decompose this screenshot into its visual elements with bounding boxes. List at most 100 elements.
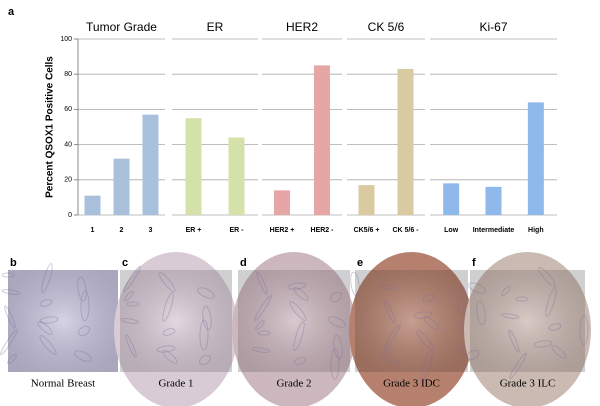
tissue-shade xyxy=(238,270,350,372)
tissue-detail xyxy=(501,285,511,297)
tissue-detail xyxy=(126,301,140,307)
tissue-detail xyxy=(156,345,176,353)
tissue-detail xyxy=(158,272,176,292)
tissue-detail xyxy=(293,357,307,365)
tissue-detail xyxy=(545,287,557,317)
tissue-detail xyxy=(120,318,140,324)
tissue-detail xyxy=(381,348,391,360)
group-title: CK 5/6 xyxy=(368,20,405,34)
tissue-detail xyxy=(350,271,360,297)
tissue-shade xyxy=(8,270,118,372)
tissue-shade xyxy=(470,270,585,372)
tissue-detail xyxy=(0,328,18,356)
tissue-detail xyxy=(421,350,433,380)
tissue-detail xyxy=(508,329,520,353)
x-tick-label: Low xyxy=(444,227,459,234)
x-tick-label: Intermediate xyxy=(473,227,515,234)
x-tick-label: 1 xyxy=(91,227,95,234)
image-panel-label: f xyxy=(472,257,476,269)
x-tick-label: ER + xyxy=(186,227,202,234)
tissue-detail xyxy=(199,319,209,351)
bar xyxy=(358,185,375,215)
x-tick-label: High xyxy=(528,227,544,234)
tissue-detail xyxy=(77,325,91,337)
image-caption: Grade 2 xyxy=(276,378,311,390)
tissue-detail xyxy=(39,335,57,355)
tissue-detail xyxy=(39,299,53,307)
tissue-detail xyxy=(468,282,486,294)
tissue-detail xyxy=(293,287,309,301)
tissue-detail xyxy=(123,265,141,293)
tissue-detail xyxy=(515,296,529,302)
tissue-detail xyxy=(125,334,137,358)
y-axis-label: Percent QSOX1 Positive Cells xyxy=(45,56,56,198)
tissue-shade xyxy=(120,270,232,372)
bar xyxy=(397,68,414,215)
y-tick-label: 20 xyxy=(64,177,72,184)
tissue-detail xyxy=(500,313,520,319)
tissue-detail xyxy=(329,291,343,303)
tissue-detail xyxy=(293,321,305,351)
image-panel-label: d xyxy=(240,257,247,269)
tissue-detail xyxy=(383,323,401,351)
group-title: Tumor Grade xyxy=(86,20,157,34)
group-title: HER2 xyxy=(286,20,318,34)
image-caption: Grade 3 ILC xyxy=(500,378,556,390)
tissue-detail xyxy=(423,316,439,330)
bar xyxy=(443,183,460,215)
tissue-detail xyxy=(74,350,92,362)
bar xyxy=(527,102,544,215)
tissue-detail xyxy=(41,263,53,293)
tissue-detail xyxy=(251,347,271,353)
tissue-detail xyxy=(37,321,53,335)
panel-label: a xyxy=(8,6,15,18)
y-tick-label: 100 xyxy=(60,36,72,43)
tissue-detail xyxy=(162,292,174,322)
x-tick-label: CK 5/6 - xyxy=(392,227,419,234)
group-title: ER xyxy=(207,20,224,34)
tissue-detail xyxy=(202,305,212,331)
tissue-detail xyxy=(198,354,212,366)
image-panel-label: c xyxy=(122,257,128,269)
image-caption: Grade 3 IDC xyxy=(383,378,440,390)
tissue-detail xyxy=(7,353,17,365)
tissue-detail xyxy=(416,330,434,350)
tissue-detail xyxy=(254,294,272,322)
tissue-detail xyxy=(538,267,556,287)
x-tick-label: 3 xyxy=(149,227,153,234)
tissue-detail xyxy=(80,290,90,322)
tissue-shade xyxy=(355,270,468,372)
tissue-detail xyxy=(413,311,433,319)
tissue-detail xyxy=(333,334,343,360)
tissue-detail xyxy=(39,316,59,324)
tissue-detail xyxy=(422,294,436,302)
group-title: Ki-67 xyxy=(479,20,507,34)
tissue-detail xyxy=(1,272,15,278)
tissue-detail xyxy=(256,271,268,295)
image-caption: Grade 1 xyxy=(158,378,193,390)
tissue-detail xyxy=(387,359,401,365)
tissue-detail xyxy=(384,300,396,324)
y-tick-label: 80 xyxy=(64,71,72,78)
y-tick-label: 40 xyxy=(64,141,72,148)
tissue-detail xyxy=(77,276,87,302)
x-tick-label: HER2 + xyxy=(270,227,295,234)
tissue-detail xyxy=(476,300,486,326)
tissue-detail xyxy=(289,301,307,321)
tissue-detail xyxy=(466,349,480,361)
tissue-detail xyxy=(533,340,553,348)
bar xyxy=(314,65,330,216)
x-tick-label: HER2 - xyxy=(311,227,335,234)
tissue-detail xyxy=(162,350,178,364)
tissue-detail xyxy=(551,345,567,359)
tissue-detail xyxy=(1,289,21,295)
bar xyxy=(485,186,502,215)
bar xyxy=(113,158,130,215)
bar xyxy=(185,118,202,215)
tissue-detail xyxy=(162,328,176,336)
image-panel-label: e xyxy=(357,257,363,269)
tissue-detail xyxy=(548,323,562,331)
tissue-detail xyxy=(287,282,307,290)
tissue-detail xyxy=(509,352,527,380)
